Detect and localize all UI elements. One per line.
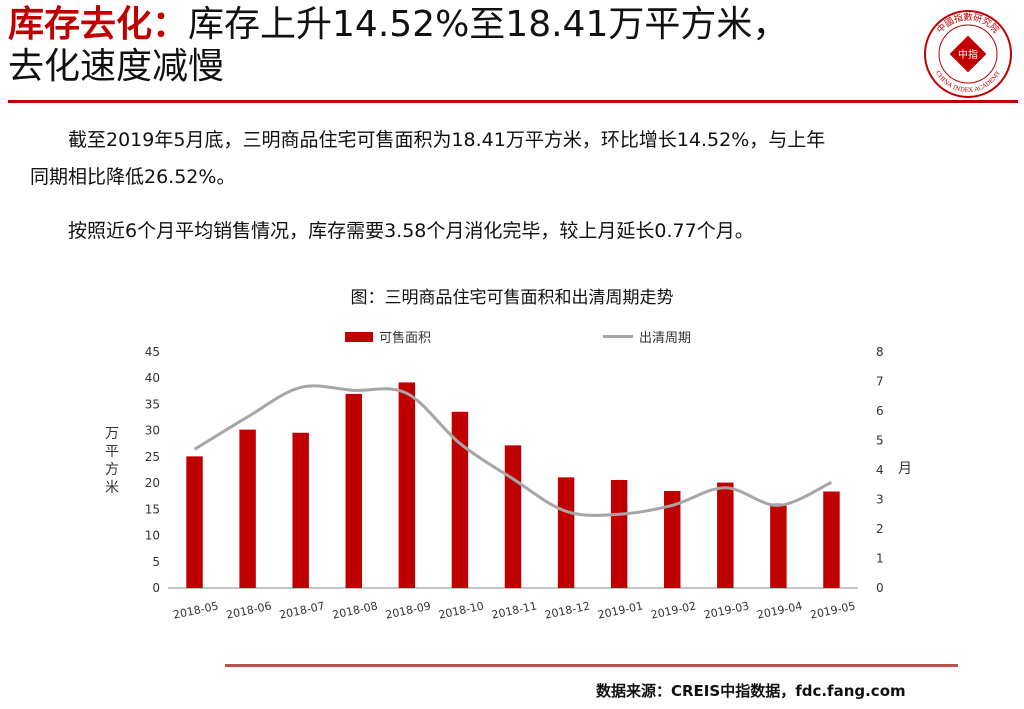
y-tick-label-left: 35: [145, 397, 160, 411]
y-tick-label-right: 2: [876, 522, 884, 536]
bar: [557, 477, 575, 588]
paragraph-2: 按照近6个月平均销售情况，库存需要3.58个月消化完毕，较上月延长0.77个月。: [68, 220, 754, 242]
y-tick-label-right: 6: [876, 404, 884, 418]
bar: [717, 482, 734, 588]
data-source: 数据来源：CREIS中指数据，fdc.fang.com: [596, 682, 906, 700]
legend-label-bar: 可售面积: [379, 331, 432, 346]
paragraph-1-line-1: 截至2019年5月底，三明商品住宅可售面积为18.41万平方米，环比增长14.5…: [68, 129, 826, 151]
bar: [770, 503, 787, 588]
paragraph-1-line-2: 同期相比降低26.52%。: [30, 166, 236, 188]
x-tick-label: 2018-09: [384, 599, 432, 621]
footer-divider: [225, 664, 958, 667]
page-title: 库存去化：库存上升14.52%至18.41万平方米， 去化速度减慢: [8, 4, 908, 88]
bar: [292, 432, 309, 588]
y-tick-label-right: 1: [876, 552, 884, 566]
y-tick-label-left: 45: [145, 345, 160, 359]
y-tick-label-left: 5: [152, 555, 160, 569]
legend-swatch-bar: [345, 331, 373, 342]
y-tick-label-left: 25: [145, 450, 160, 464]
y-axis-right-label: 月: [898, 461, 912, 477]
title-accent: 库存去化：: [8, 4, 189, 45]
x-tick-label: 2018-10: [437, 599, 485, 621]
title-rest: 库存上升14.52%至18.41万平方米，: [188, 4, 789, 45]
x-tick-label: 2018-12: [544, 599, 592, 621]
bar: [451, 411, 469, 588]
chart-title: 图：三明商品住宅可售面积和出清周期走势: [350, 288, 674, 308]
x-tick-label: 2019-04: [756, 599, 804, 621]
y-tick-label-right: 7: [876, 375, 884, 389]
title-line-2: 去化速度减慢: [8, 46, 225, 87]
x-tick-label: 2018-05: [172, 599, 220, 621]
y-tick-label-left: 40: [145, 371, 160, 385]
title-line-1: 库存去化：库存上升14.52%至18.41万平方米，: [8, 4, 908, 46]
x-tick-label: 2018-11: [490, 599, 538, 621]
x-tick-label: 2019-05: [809, 599, 857, 621]
bar: [504, 445, 522, 588]
logo-text-center: 中指: [958, 48, 978, 61]
bar: [186, 456, 203, 588]
y-tick-label-right: 4: [876, 463, 884, 477]
bar: [239, 429, 256, 588]
x-tick-label: 2019-02: [650, 599, 698, 621]
header-divider: [8, 100, 1018, 103]
series-line: [193, 384, 833, 517]
y-tick-label-left: 10: [145, 529, 160, 543]
legend-label-line: 出清周期: [639, 331, 692, 346]
y-tick-label-left: 20: [145, 476, 160, 490]
x-tick-label: 2019-01: [597, 599, 645, 621]
y-tick-label-left: 0: [152, 581, 160, 595]
bar: [610, 479, 628, 588]
y-tick-label-left: 30: [145, 424, 160, 438]
y-tick-label-right: 3: [876, 493, 884, 507]
legend-item-line: 出清周期: [603, 327, 691, 346]
x-tick-label: 2018-07: [278, 599, 326, 621]
bar: [823, 491, 840, 588]
x-tick-label: 2018-06: [225, 599, 273, 621]
bar: [398, 382, 416, 588]
x-tick-label: 2018-08: [331, 599, 379, 621]
legend-item-bar: 可售面积: [345, 327, 431, 346]
y-axis-left-label: 万平方米: [105, 426, 119, 496]
china-index-academy-logo: 中國指數研究院 CHINA INDEX ACADEMY 中指: [924, 10, 1012, 98]
bar: [664, 490, 681, 588]
legend-swatch-line: [603, 335, 633, 338]
y-tick-label-right: 0: [876, 581, 884, 595]
y-tick-label-left: 15: [145, 502, 160, 516]
bar: [345, 393, 362, 588]
y-tick-label-right: 5: [876, 434, 884, 448]
y-tick-label-right: 8: [876, 345, 884, 359]
x-tick-label: 2019-03: [703, 599, 751, 621]
